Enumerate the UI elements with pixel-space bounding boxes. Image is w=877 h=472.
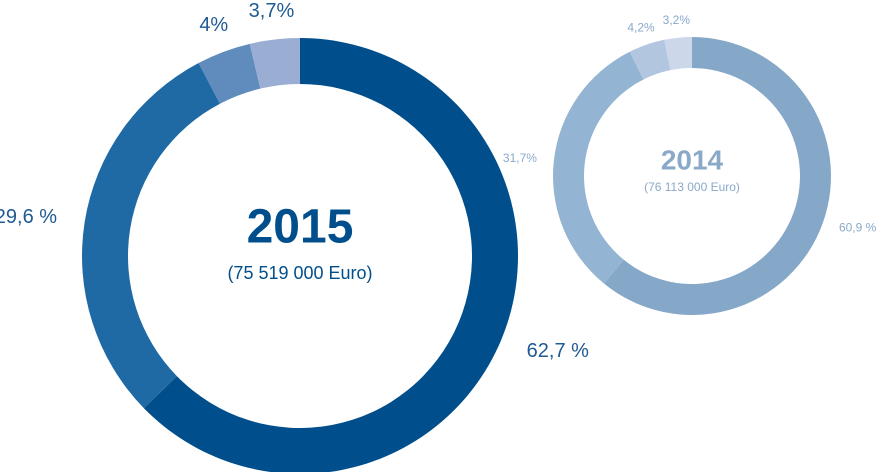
value-label: 31,7% <box>503 151 537 165</box>
donut-segment <box>143 38 518 472</box>
donut-segment <box>82 63 220 409</box>
donut-subtitle: (76 113 000 Euro) <box>644 180 740 194</box>
donut-segment <box>604 37 831 315</box>
value-label: 4,2% <box>627 21 655 35</box>
value-label: 60,9 % <box>839 221 877 235</box>
donut-segment <box>629 39 671 80</box>
value-label: 3,7% <box>249 0 295 22</box>
donut-segment <box>664 37 692 71</box>
value-label: 4% <box>199 14 228 36</box>
donut-title: 2015 <box>247 201 354 254</box>
donut-segment <box>553 51 644 284</box>
donut-segment <box>249 38 300 89</box>
value-label: 3,2% <box>663 13 691 27</box>
donut-subtitle: (75 519 000 Euro) <box>227 263 372 283</box>
donut-title: 2014 <box>661 144 724 175</box>
value-label: 29,6 % <box>0 206 57 228</box>
donut-segment <box>198 43 261 104</box>
value-label: 62,7 % <box>527 340 589 362</box>
